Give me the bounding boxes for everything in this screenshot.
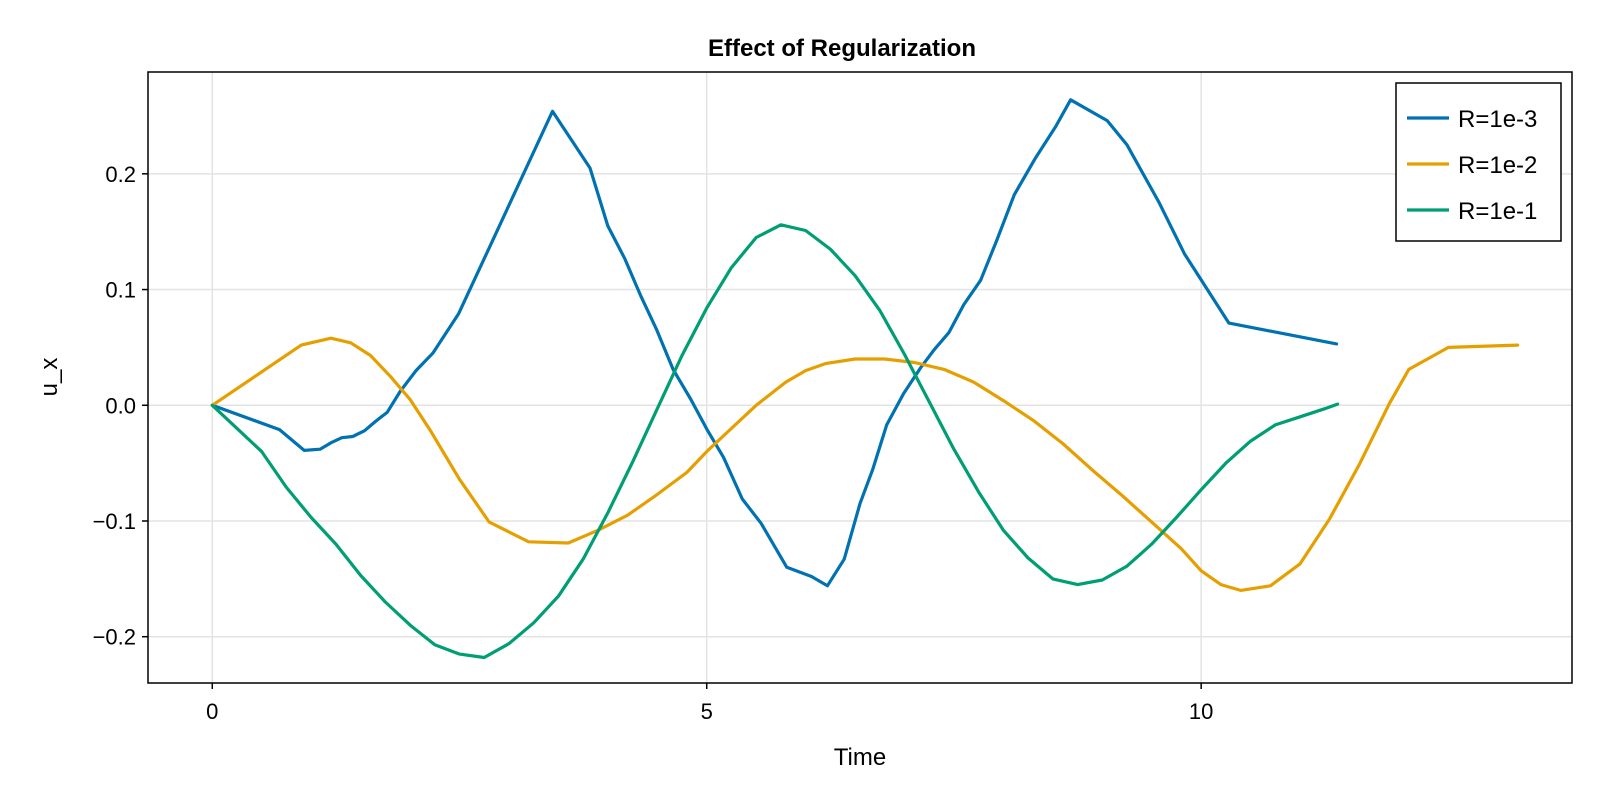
y-tick-label: 0.2 [105, 162, 136, 187]
series-line-1 [210, 98, 1339, 588]
x-axis-label: Time [834, 744, 886, 771]
x-tick-label: 0 [206, 699, 218, 724]
x-tick-label: 10 [1189, 699, 1213, 724]
y-axis-label: u_x [36, 358, 63, 397]
plot-frame [147, 71, 1573, 684]
legend-label-1: R=1e-3 [1458, 106, 1537, 133]
x-tick-label: 5 [701, 699, 713, 724]
y-tick-label: −0.2 [93, 625, 136, 650]
series-line-2 [210, 336, 1520, 593]
grid-lines [148, 72, 1572, 683]
legend: R=1e-3 R=1e-2 R=1e-1 [1395, 82, 1562, 242]
chart-title: Effect of Regularization [708, 35, 976, 62]
plot-series [210, 98, 1520, 660]
y-tick-label: −0.1 [93, 509, 136, 534]
series-line-3 [210, 223, 1340, 660]
axis-ticks: 0 5 10 −0.2 −0.1 0.0 0.1 0.2 [93, 162, 1214, 724]
legend-box [1395, 82, 1562, 242]
legend-label-2: R=1e-2 [1458, 152, 1537, 179]
y-tick-label: 0.1 [105, 278, 136, 303]
y-tick-label: 0.0 [105, 393, 136, 418]
legend-label-3: R=1e-1 [1458, 198, 1537, 225]
